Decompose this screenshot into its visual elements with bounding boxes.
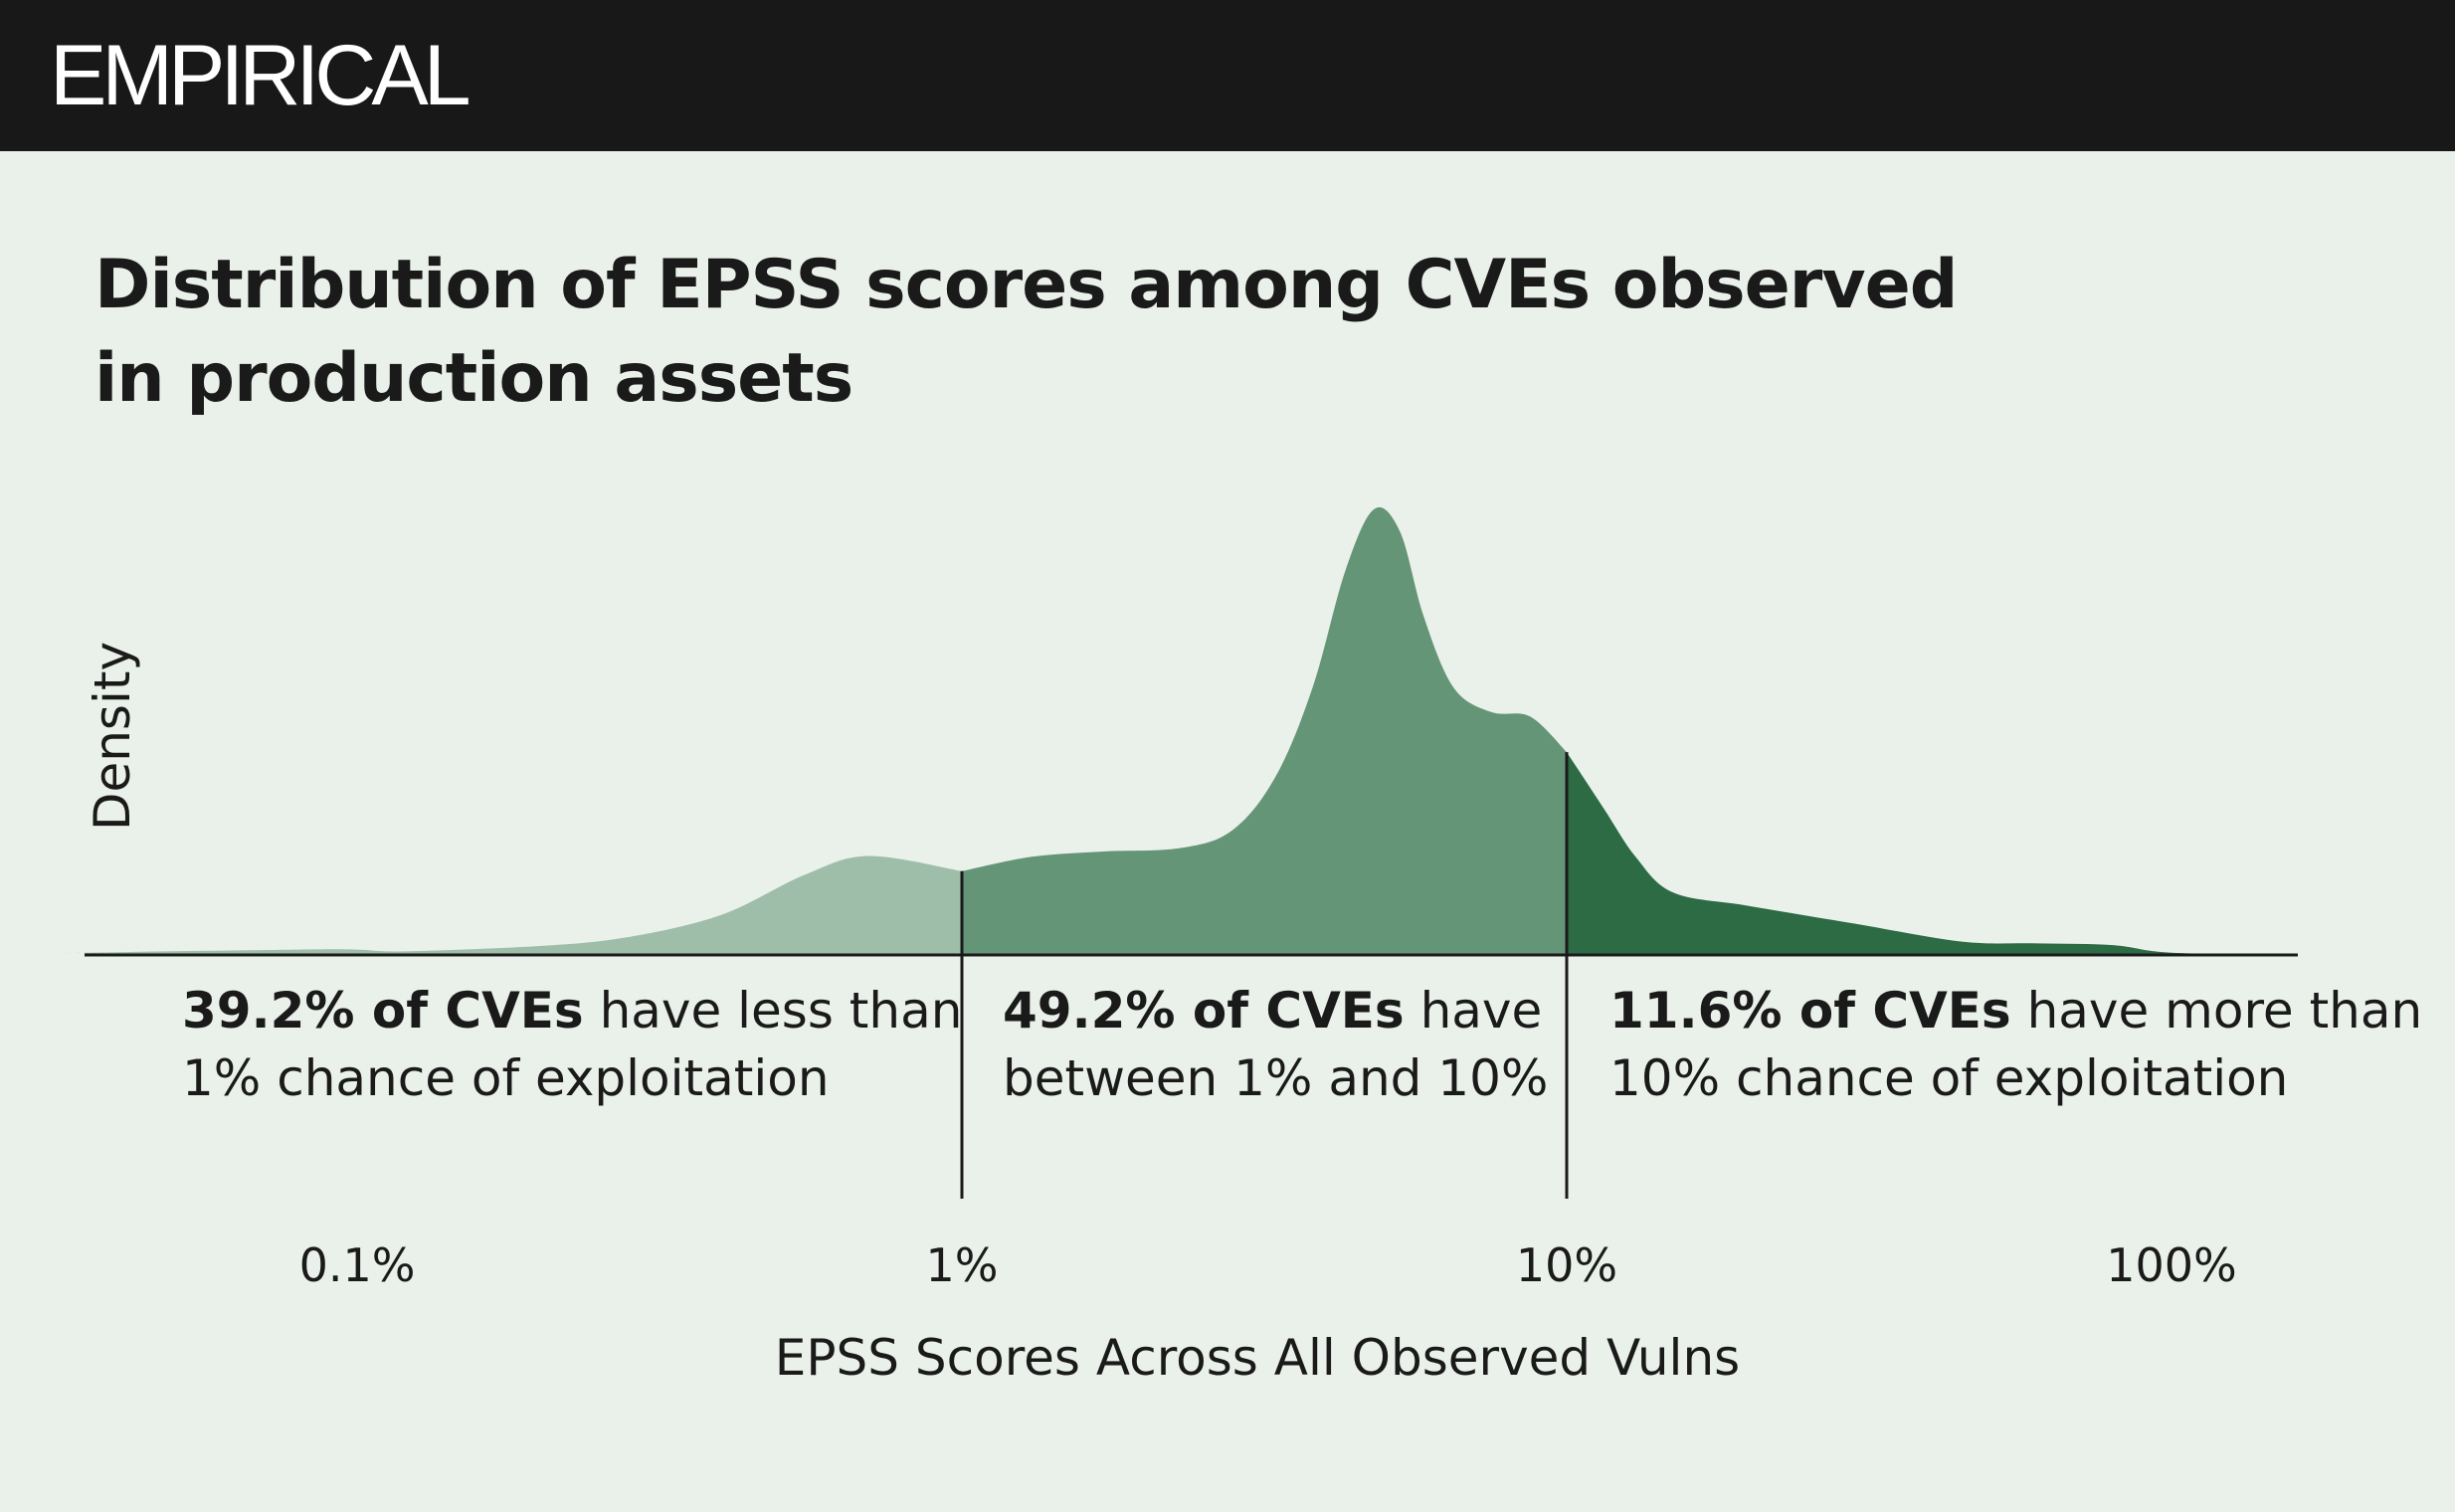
annotation-low-bold: 39.2% of CVEs [182,982,584,1040]
annotation-low-rest: have less than [583,982,963,1040]
annotation-low-line2: 1% chance of exploitation [182,1049,830,1107]
annotation-high-line2: 10% chance of exploitation [1609,1049,2289,1107]
annotation-mid-line2: between 1% and 10% [1003,1049,1549,1107]
x-tick-label: 1% [926,1238,999,1292]
chart-title-line-2: in production assets [94,339,853,418]
density-area-mid [962,507,1567,955]
x-tick-label: 10% [1516,1238,1617,1292]
annotation-mid-bold: 49.2% of CVEs [1003,982,1405,1040]
app-header: EMPIRICAL [0,0,2455,151]
x-axis-label: EPSS Scores Across All Observed Vulns [775,1329,1740,1387]
chart-title: Distribution of EPSS scores among CVEs o… [94,239,2084,426]
annotation-high-rest: have more than [2010,982,2423,1040]
annotation-low: 39.2% of CVEs have less than 1% chance o… [182,977,962,1112]
brand-logo: EMPIRICAL [50,28,472,123]
annotation-mid-rest: have [1404,982,1543,1040]
x-tick-label: 0.1% [299,1238,416,1292]
annotation-high-bold: 11.6% of CVEs [1609,982,2011,1040]
y-axis-label: Density [84,642,141,831]
density-area-high [1567,752,2298,955]
chart-title-line-1: Distribution of EPSS scores among CVEs o… [94,246,1958,324]
annotation-mid: 49.2% of CVEs have between 1% and 10% [1003,977,1548,1112]
annotation-high: 11.6% of CVEs have more than 10% chance … [1609,977,2422,1112]
x-tick-label: 100% [2106,1238,2237,1292]
density-area-low [66,855,963,955]
